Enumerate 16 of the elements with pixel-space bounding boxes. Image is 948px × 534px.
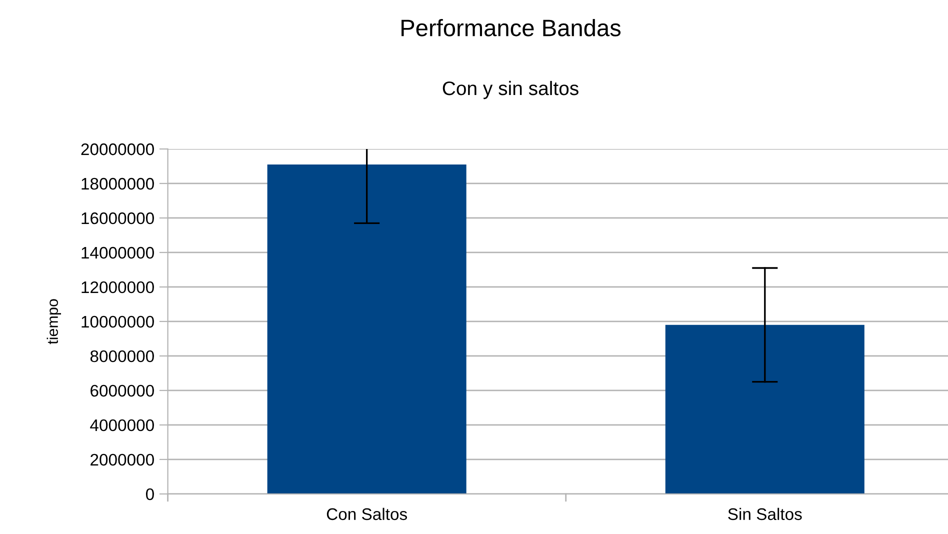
y-tick-label: 6000000 xyxy=(90,384,154,397)
y-tick-label: 2000000 xyxy=(90,454,154,466)
x-tick-label: Sin Saltos xyxy=(728,508,802,520)
y-tick-label: 14000000 xyxy=(82,246,154,259)
y-tick-label: 0 xyxy=(146,488,154,500)
y-tick-label: 8000000 xyxy=(90,350,154,362)
y-tick-label: 10000000 xyxy=(82,316,154,328)
chart-subtitle: Con y sin saltos xyxy=(442,80,578,100)
y-axis-title: tiempo xyxy=(46,299,62,344)
y-tick-label: 20000000 xyxy=(81,143,154,156)
x-tick-label: Con Saltos xyxy=(326,508,407,520)
y-tick-label: 12000000 xyxy=(82,281,154,294)
y-tick-label: 18000000 xyxy=(82,178,154,190)
y-tick-label: 16000000 xyxy=(82,212,154,224)
chart-title: Performance Bandas xyxy=(402,18,621,36)
y-tick-label: 4000000 xyxy=(90,419,154,432)
